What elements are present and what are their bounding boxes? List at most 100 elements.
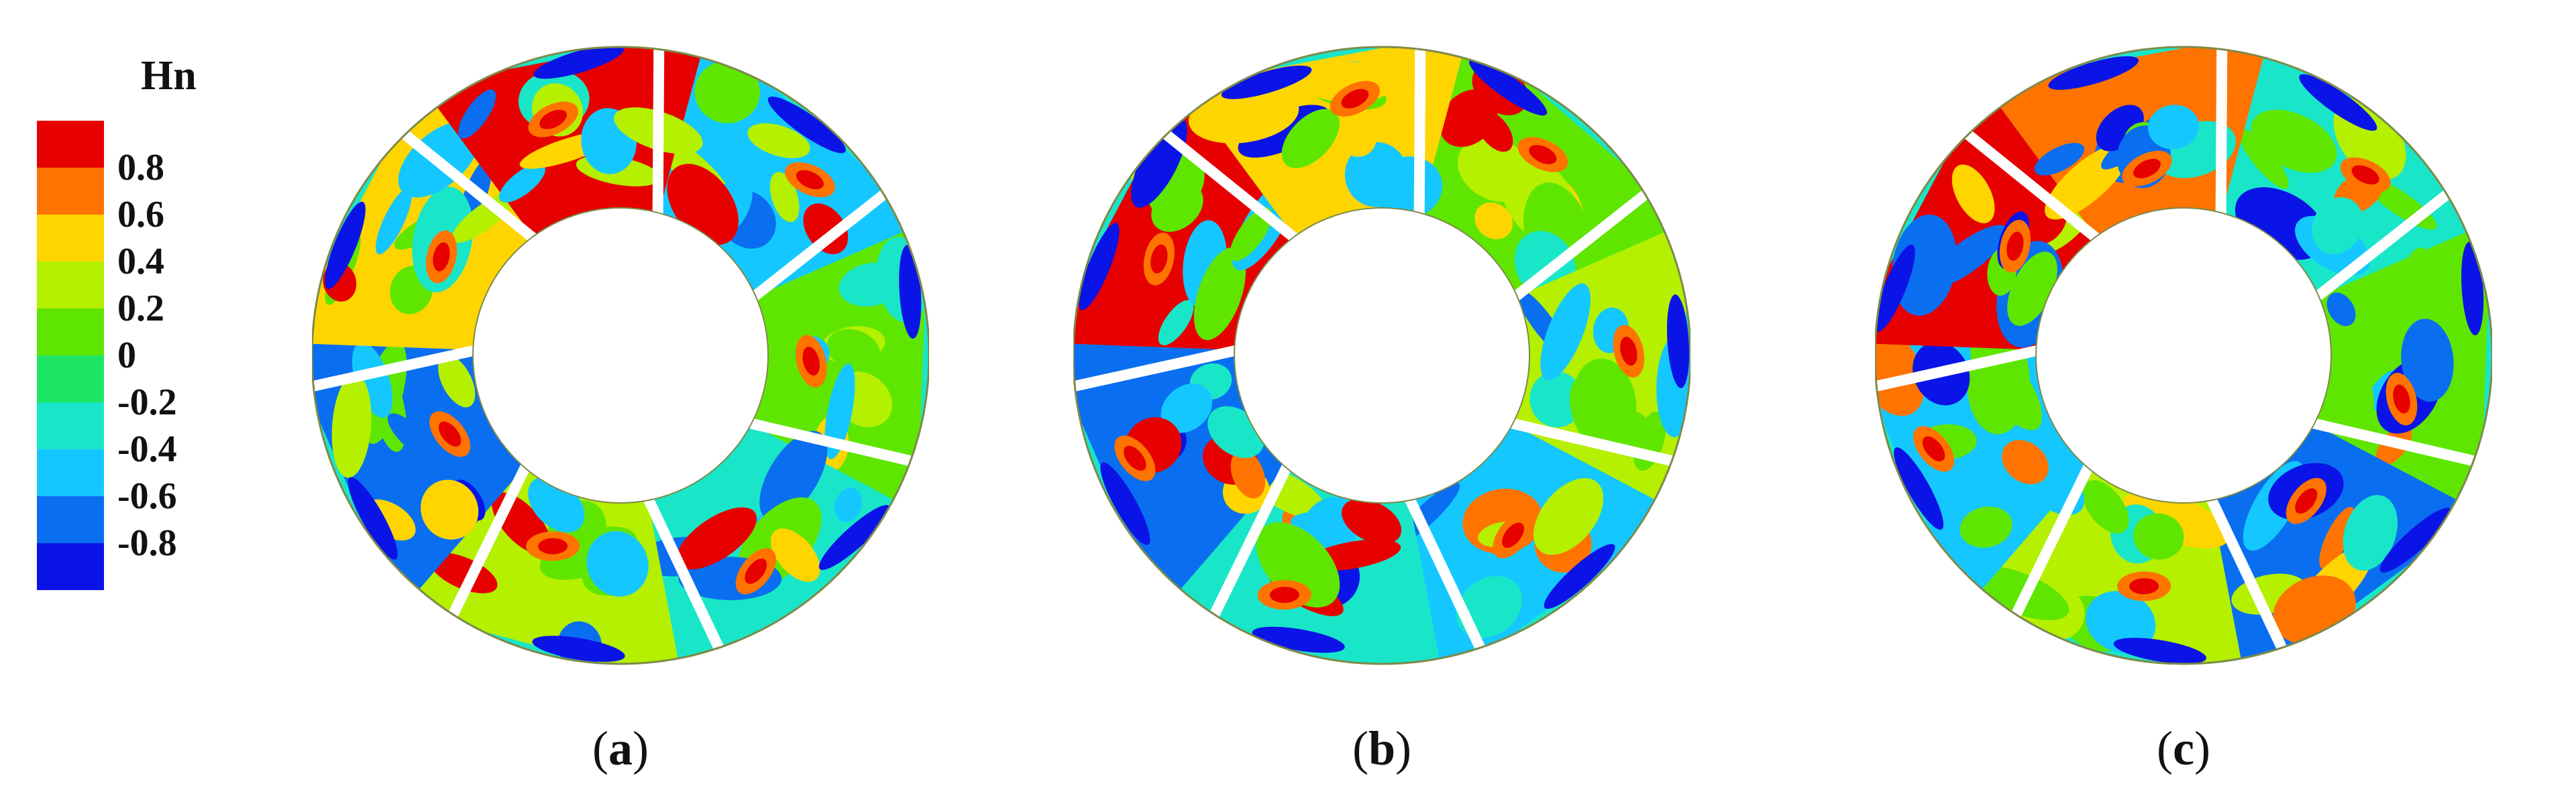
legend-label: 0.6: [117, 194, 164, 235]
annulus-contour-a: [312, 42, 929, 665]
contour-region: [1230, 207, 1273, 262]
blade-gap: [2312, 186, 2456, 302]
panel-b: (b): [1073, 0, 1690, 802]
contour-region: [802, 347, 820, 376]
contour-region: [2122, 491, 2230, 549]
contour-region: [1894, 447, 1944, 530]
contour-region: [2129, 578, 2159, 595]
contour-region: [767, 378, 833, 424]
contour-region: [1540, 283, 1591, 380]
contour-region: [694, 60, 760, 123]
blade-gap: [445, 462, 531, 623]
outer-rim: [312, 46, 929, 665]
contour-region: [538, 538, 568, 555]
contour-region: [1439, 89, 1498, 148]
legend-label: -0.8: [117, 522, 177, 564]
contour-region: [2343, 495, 2398, 571]
contour-region: [676, 507, 757, 570]
outer-rim: [1875, 46, 2492, 665]
contour-region: [1102, 332, 1131, 434]
contour-region: [2312, 197, 2363, 255]
contour-region: [1161, 384, 1213, 433]
caption-a: (a): [592, 722, 649, 775]
blade-gap: [2310, 417, 2481, 468]
contour-region: [387, 413, 433, 459]
contour-region: [2319, 507, 2355, 569]
contour-region: [1230, 449, 1266, 499]
legend-colorbar: [37, 121, 104, 590]
blade-gap: [749, 186, 893, 302]
contour-region: [1951, 164, 1995, 223]
legend-swatch: [37, 308, 104, 355]
contour-region: [2133, 513, 2184, 560]
contour-region: [1281, 109, 1340, 168]
contour-region: [818, 505, 890, 570]
legend-swatch: [37, 402, 104, 449]
legend-label: -0.6: [117, 475, 177, 517]
contour-region: [2238, 129, 2289, 189]
contour-region: [2113, 638, 2206, 665]
blade-gap: [1508, 417, 1680, 468]
contour-region: [1269, 587, 1299, 604]
contour-region: [532, 636, 625, 663]
legend-swatch: [37, 168, 104, 215]
contour-region: [1474, 203, 1513, 239]
contour-region: [826, 329, 881, 371]
contour-region: [467, 506, 531, 564]
blade-gap: [747, 417, 918, 468]
legend-swatch: [37, 449, 104, 496]
contour-region: [770, 528, 820, 582]
blade-gap: [1073, 345, 1239, 392]
contour-region: [2379, 508, 2451, 573]
annulus-contour-c: [1875, 42, 2492, 665]
contour-region: [1100, 462, 1150, 545]
contour-region: [331, 374, 372, 478]
contour-region: [539, 109, 568, 129]
blade-gap: [396, 126, 539, 244]
contour-region: [1892, 215, 1957, 316]
blade-gap: [2008, 462, 2094, 623]
blade-gap: [312, 345, 478, 392]
outer-rim: [1073, 46, 1690, 665]
contour-region: [1529, 371, 1584, 428]
contour-region: [347, 477, 398, 560]
contour-region: [1150, 244, 1168, 274]
panel-a: (a): [312, 0, 929, 802]
legend-label: 0.4: [117, 241, 164, 282]
panel-c: (c): [1875, 0, 2492, 802]
annulus-contour-b: [1073, 42, 1690, 665]
contour-region: [2086, 591, 2156, 653]
contour-region: [1620, 337, 1638, 366]
contour-region: [2002, 440, 2049, 485]
contour-region: [1501, 522, 1524, 549]
contour-region: [325, 201, 366, 290]
contour-region: [1875, 325, 1925, 416]
blade-gap: [1875, 345, 2041, 392]
legend-label: 0: [117, 335, 136, 376]
contour-region: [586, 531, 649, 597]
blade-gap: [1959, 126, 2102, 244]
contour-region: [1341, 89, 1369, 109]
blade-gap: [1157, 126, 1300, 244]
legend-swatch: [37, 355, 104, 402]
legend-swatch: [37, 496, 104, 543]
contour-region: [1124, 445, 1146, 471]
contour-region: [745, 559, 767, 584]
contour-region: [438, 421, 462, 447]
contour-region: [835, 488, 863, 522]
blade-gap: [1206, 462, 1293, 623]
blade-gap: [2215, 42, 2228, 217]
contour-region: [803, 203, 849, 254]
contour-region: [2351, 165, 2379, 185]
contour-region: [1193, 247, 1246, 341]
contour-region: [759, 431, 828, 522]
contour-region: [1079, 223, 1120, 310]
contour-region: [1922, 436, 1945, 462]
contour-region: [433, 242, 450, 272]
legend-swatch: [37, 543, 104, 590]
contour-region: [2393, 384, 2410, 414]
legend-label: 0.8: [117, 147, 164, 188]
blade-gap: [652, 42, 665, 217]
contour-region: [1533, 477, 1604, 555]
